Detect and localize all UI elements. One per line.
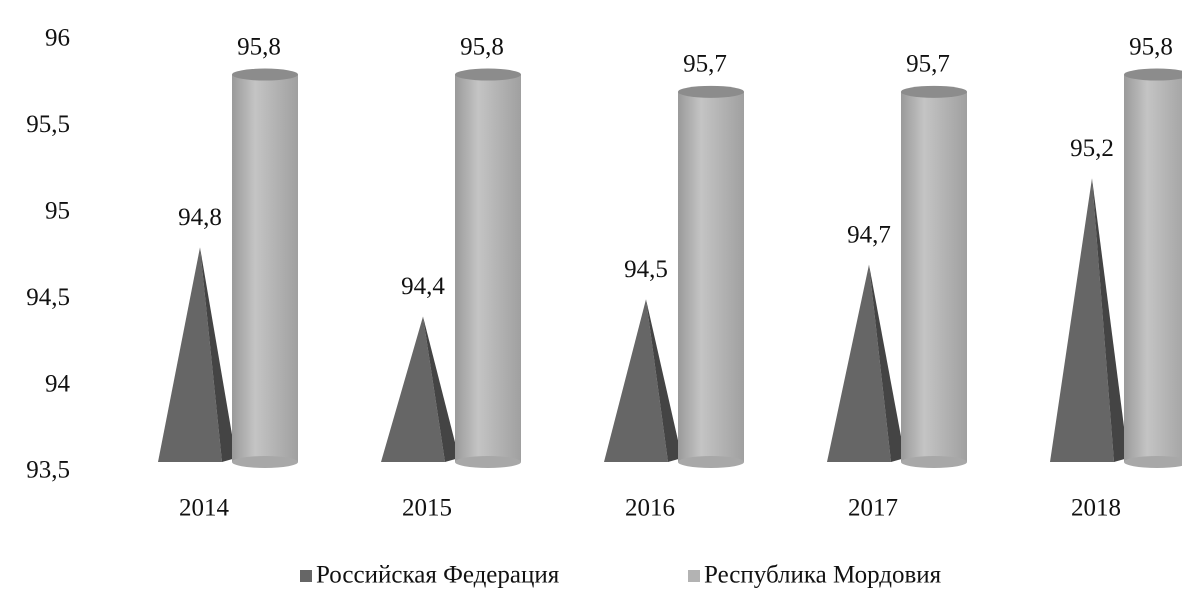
cylinder-top bbox=[678, 85, 744, 98]
y-tick-label: 96 bbox=[45, 25, 70, 52]
value-label: 95,7 bbox=[906, 51, 950, 78]
pyramid-side bbox=[1092, 178, 1128, 463]
pyramid-bar bbox=[381, 316, 445, 462]
value-label: 94,4 bbox=[401, 273, 445, 300]
cylinder-top bbox=[232, 68, 298, 81]
pyramid-side bbox=[869, 264, 905, 462]
legend-swatch bbox=[688, 570, 700, 582]
value-label: 95,8 bbox=[460, 33, 504, 60]
y-tick-label: 95,5 bbox=[26, 111, 70, 138]
value-label: 94,7 bbox=[847, 221, 891, 248]
value-label: 95,8 bbox=[1129, 33, 1173, 60]
y-tick-label: 94 bbox=[45, 370, 71, 397]
cylinder-base bbox=[232, 456, 298, 468]
x-tick-label: 2015 bbox=[402, 495, 452, 522]
y-tick-label: 93,5 bbox=[26, 457, 70, 484]
pyramid-side bbox=[646, 299, 682, 462]
legend-label: Республика Мордовия bbox=[704, 562, 942, 589]
pyramid-side bbox=[200, 247, 236, 462]
x-tick-label: 2018 bbox=[1071, 495, 1121, 522]
pyramid-bar bbox=[827, 264, 891, 462]
cylinder-bar bbox=[1124, 74, 1182, 462]
cylinder-top bbox=[455, 68, 521, 81]
cylinder-base bbox=[1124, 456, 1182, 468]
x-tick-label: 2014 bbox=[179, 495, 230, 522]
pyramid-bar bbox=[604, 299, 668, 462]
value-label: 95,8 bbox=[237, 33, 281, 60]
pyramid-bar bbox=[1050, 178, 1114, 463]
cylinder-base bbox=[678, 456, 744, 468]
cylinder-base bbox=[455, 456, 521, 468]
cylinder-base bbox=[901, 456, 967, 468]
value-label: 94,8 bbox=[178, 204, 222, 231]
value-label: 95,2 bbox=[1070, 135, 1114, 162]
x-tick-label: 2016 bbox=[625, 495, 675, 522]
pyramid-side bbox=[423, 316, 459, 462]
value-label: 94,5 bbox=[624, 256, 668, 283]
legend-label: Российская Федерация bbox=[316, 562, 560, 589]
cylinder-bar bbox=[232, 74, 298, 462]
cylinder-bar bbox=[678, 91, 744, 462]
value-label: 95,7 bbox=[683, 51, 727, 78]
legend-swatch bbox=[300, 570, 312, 582]
x-tick-label: 2017 bbox=[848, 495, 898, 522]
cylinder-bar bbox=[901, 91, 967, 462]
cylinder-top bbox=[901, 85, 967, 98]
y-tick-label: 94,5 bbox=[26, 284, 70, 311]
cylinder-bar bbox=[455, 74, 521, 462]
cylinder-top bbox=[1124, 68, 1182, 81]
y-tick-label: 95 bbox=[45, 198, 70, 225]
pyramid-bar bbox=[158, 247, 222, 462]
